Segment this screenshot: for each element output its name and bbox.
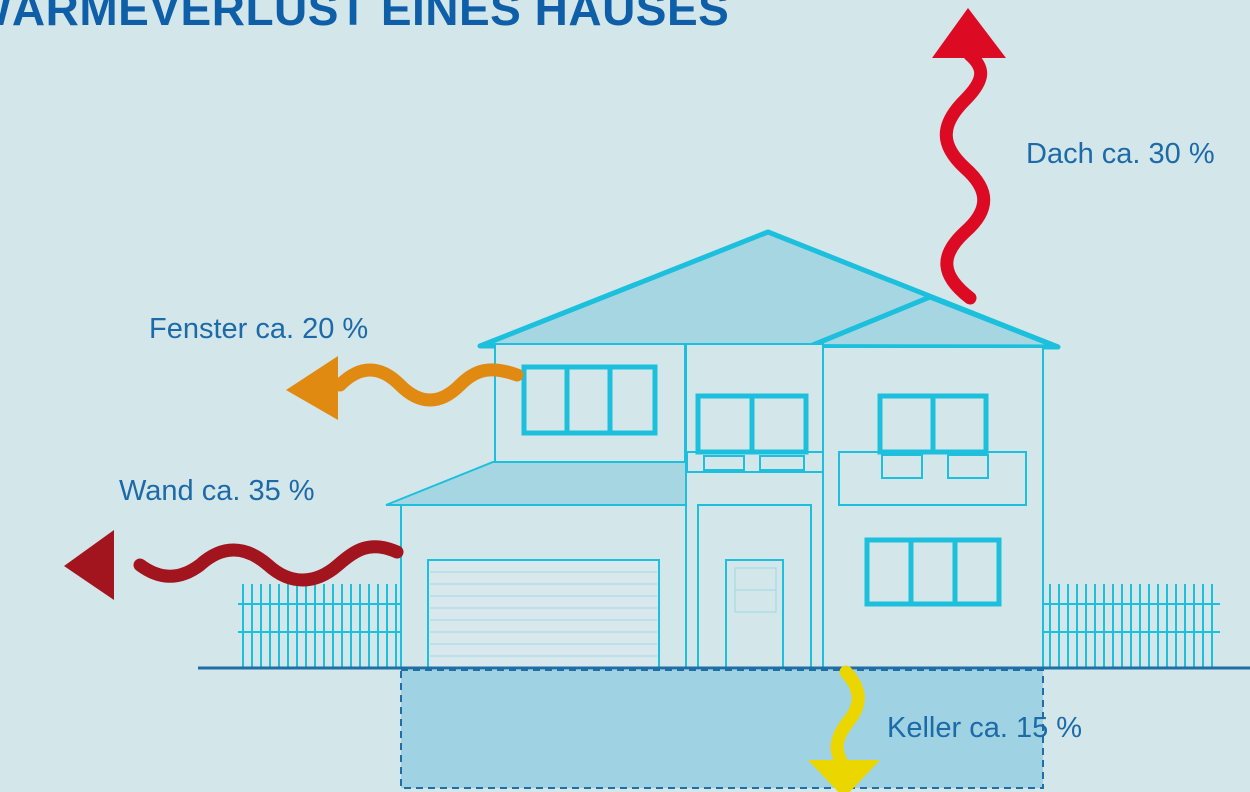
wavy-arrow-left-icon-wand xyxy=(64,530,404,600)
balcony xyxy=(838,451,1027,506)
garage-door-slats xyxy=(430,571,657,657)
page-title: WÄRMEVERLUST EINES HAUSES xyxy=(0,0,730,35)
wavy-arrow-down-icon xyxy=(808,665,880,792)
window-box-middle xyxy=(686,451,824,473)
label-fenster: Fenster ca. 20 % xyxy=(149,313,369,345)
garage-door xyxy=(427,559,660,669)
gable-roof xyxy=(807,294,1059,350)
basement xyxy=(400,669,1044,789)
wavy-arrow-left-icon xyxy=(286,356,524,420)
fence-right xyxy=(1043,584,1220,668)
fence-left xyxy=(238,584,401,668)
label-dach: Dach ca. 30 % xyxy=(1026,138,1215,170)
main-roof xyxy=(477,229,1061,350)
wavy-arrow-up-icon xyxy=(932,8,1006,305)
garage-roof xyxy=(385,461,687,506)
window-lower-right xyxy=(864,537,1002,607)
front-door-panel xyxy=(734,567,777,613)
window-upper-left xyxy=(521,364,658,436)
label-wand: Wand ca. 35 % xyxy=(119,475,315,507)
label-keller: Keller ca. 15 % xyxy=(887,712,1083,744)
